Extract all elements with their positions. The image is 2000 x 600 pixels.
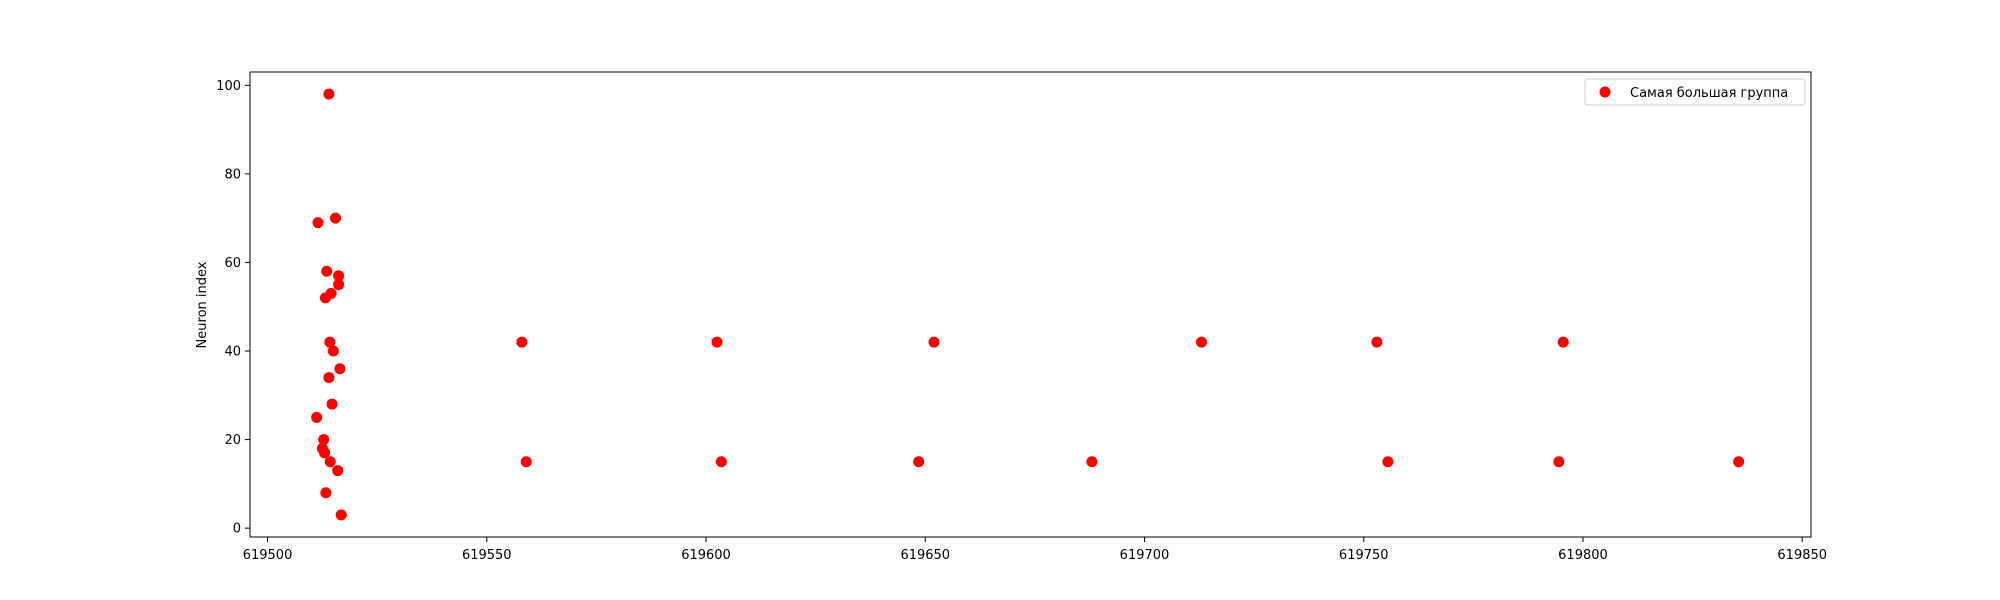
data-point [913,456,925,468]
data-point [1553,456,1565,468]
data-point [318,434,330,446]
x-tick-label: 619650 [900,548,950,563]
data-point [1196,336,1208,348]
data-point [334,363,346,375]
x-tick-label: 619850 [1777,548,1827,563]
data-point [326,398,338,410]
y-tick-label: 60 [224,256,241,271]
data-point [319,292,331,304]
y-axis: 0 20 40 60 80 100 [216,79,250,537]
y-tick-label: 0 [233,522,241,537]
points-layer [311,88,1745,521]
y-tick-label: 100 [216,79,241,94]
y-tick-label: 40 [224,345,241,360]
y-tick-label: 20 [224,433,241,448]
y-tick-label: 80 [224,167,241,182]
data-point [335,509,347,521]
legend-box [1584,78,1806,106]
data-point [332,465,344,477]
data-point [1557,336,1569,348]
data-point [711,336,723,348]
x-tick-label: 619500 [243,548,293,563]
data-point [320,487,332,499]
x-tick-label: 619550 [462,548,512,563]
x-tick-label: 619800 [1558,548,1608,563]
data-point [520,456,532,468]
data-point [324,336,336,348]
x-tick-label: 619700 [1120,548,1170,563]
legend-label: Самая большая группа [1630,86,1788,101]
x-tick-label: 619600 [681,548,731,563]
legend: Самая большая группа [1584,78,1806,106]
data-point [333,279,345,291]
data-point [311,411,323,423]
data-point [1382,456,1394,468]
data-point [323,88,335,100]
data-point [312,217,324,229]
legend-marker [1599,86,1611,98]
data-point [321,265,333,277]
data-point [1733,456,1745,468]
y-axis-label: Neuron index [195,261,210,348]
data-point [928,336,940,348]
data-point [319,447,331,459]
data-point [323,372,335,384]
data-point [1371,336,1383,348]
data-point [516,336,528,348]
data-point [1086,456,1098,468]
data-point [330,212,342,224]
x-tick-label: 619750 [1339,548,1389,563]
data-point [327,345,339,357]
x-axis: 619500 619550 619600 619650 619700 619750 6198… [243,537,1827,563]
data-point [715,456,727,468]
data-point [324,456,336,468]
data-point [333,270,345,282]
plot-frame [249,71,1812,538]
